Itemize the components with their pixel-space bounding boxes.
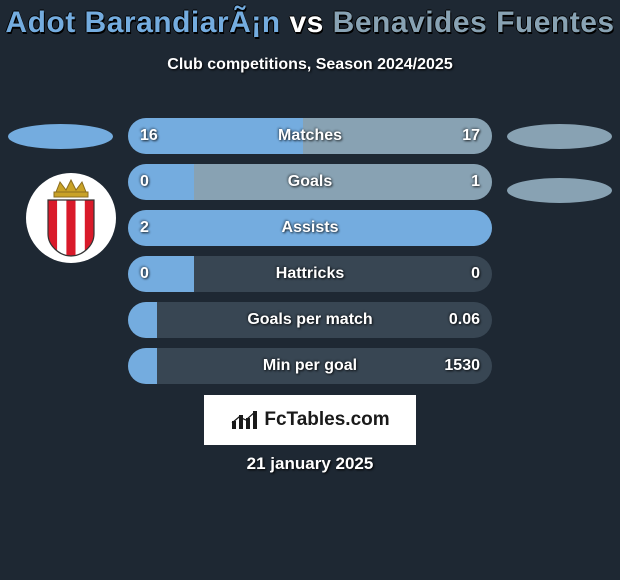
stat-value-right: 0.06	[449, 311, 480, 329]
stat-value-right: 17	[462, 127, 480, 145]
stat-label: Goals per match	[247, 311, 372, 329]
crest-shield	[48, 200, 94, 258]
stat-value-right: 1	[471, 173, 480, 191]
subtitle: Club competitions, Season 2024/2025	[0, 56, 620, 74]
stat-row: Goals 0 1	[128, 164, 492, 200]
fctables-logo: FcTables.com	[204, 395, 416, 445]
logo-text: FcTables.com	[264, 409, 389, 431]
stat-label: Goals	[288, 173, 332, 191]
player2-pill-2	[507, 178, 612, 203]
stat-left-fill	[128, 348, 157, 384]
stat-right-fill	[194, 164, 492, 200]
stat-value-left: 16	[140, 127, 158, 145]
page-title: Adot BarandiarÃ¡n vs Benavides Fuentes	[0, 6, 620, 40]
stat-row: Matches 16 17	[128, 118, 492, 154]
team-crest-icon	[38, 178, 104, 258]
stat-label: Min per goal	[263, 357, 357, 375]
stat-left-fill	[128, 164, 194, 200]
stat-label: Matches	[278, 127, 342, 145]
stat-label: Assists	[282, 219, 339, 237]
stat-value-right: 0	[471, 265, 480, 283]
logo-bars-icon	[230, 409, 258, 431]
stat-row: Min per goal 1530	[128, 348, 492, 384]
stat-left-fill	[128, 256, 194, 292]
player1-name: Adot BarandiarÃ¡n	[5, 6, 280, 39]
comparison-card: Adot BarandiarÃ¡n vs Benavides Fuentes C…	[0, 0, 620, 580]
stat-value-left: 0	[140, 173, 149, 191]
title-vs: vs	[289, 6, 323, 39]
stats-container: Matches1617Goals01Assists2Hattricks00Goa…	[128, 118, 492, 394]
player2-pill-1	[507, 124, 612, 149]
stat-left-fill	[128, 302, 157, 338]
stat-label: Hattricks	[276, 265, 344, 283]
player1-pill-1	[8, 124, 113, 149]
stat-row: Assists 2	[128, 210, 492, 246]
stat-value-right: 1530	[444, 357, 480, 375]
player2-name: Benavides Fuentes	[333, 6, 615, 39]
stat-value-left: 0	[140, 265, 149, 283]
stat-row: Hattricks 0 0	[128, 256, 492, 292]
team-badge	[26, 173, 116, 263]
stat-row: Goals per match 0.06	[128, 302, 492, 338]
date-label: 21 january 2025	[0, 454, 620, 474]
crest-crown	[54, 180, 88, 197]
stat-value-left: 2	[140, 219, 149, 237]
